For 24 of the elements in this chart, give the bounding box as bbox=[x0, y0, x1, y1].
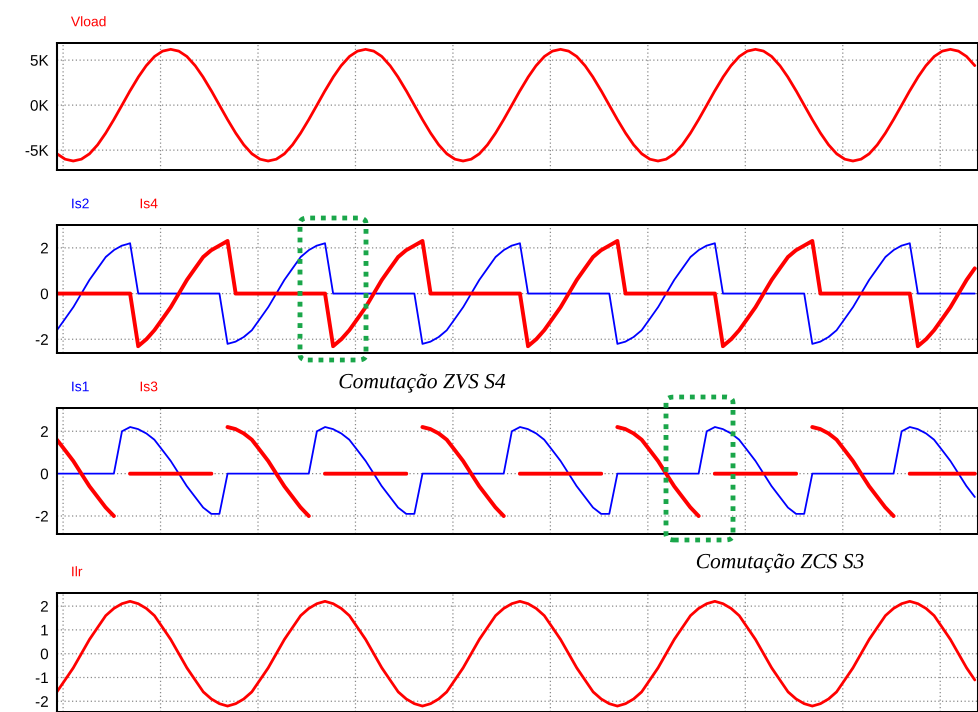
y-tick-label: 0 bbox=[40, 468, 48, 480]
y-tick-label: 0K bbox=[30, 100, 48, 111]
y-tick-label: 0 bbox=[40, 288, 48, 300]
text: Is3 bbox=[140, 382, 158, 392]
y-tick-label: 2 bbox=[40, 600, 48, 612]
y-tick-label: 5K bbox=[30, 55, 48, 66]
y-tick-label: -5K bbox=[26, 145, 48, 156]
text: Comutação ZVS S4 bbox=[339, 374, 506, 393]
line-series bbox=[57, 600, 976, 708]
text: Is4 bbox=[140, 198, 158, 208]
text: Ilr bbox=[72, 566, 82, 576]
text: Vload bbox=[70, 16, 106, 26]
y-tick-label: 2 bbox=[40, 242, 48, 254]
y-tick-label: -1 bbox=[36, 672, 48, 684]
y-tick-label: 2 bbox=[40, 426, 48, 437]
y-tick-label: -2 bbox=[36, 510, 48, 522]
text: Is2 bbox=[72, 198, 89, 208]
text: Is1 bbox=[72, 382, 89, 392]
y-tick-label: 1 bbox=[41, 624, 48, 636]
y-tick-label: 0 bbox=[40, 648, 48, 660]
line-series bbox=[57, 48, 976, 162]
y-tick-label: -2 bbox=[36, 696, 48, 707]
y-tick-label: -2 bbox=[36, 334, 48, 345]
text: Comutação ZCS S3 bbox=[696, 554, 864, 573]
